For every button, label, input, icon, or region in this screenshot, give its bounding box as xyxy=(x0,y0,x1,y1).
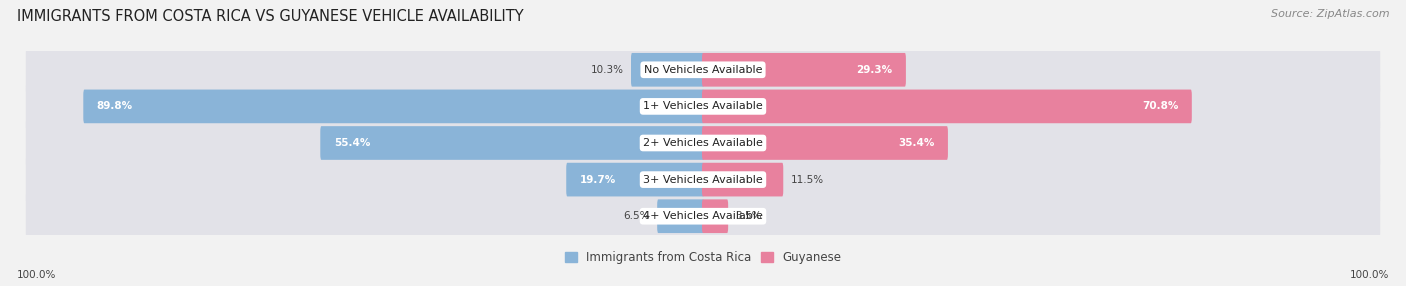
Text: IMMIGRANTS FROM COSTA RICA VS GUYANESE VEHICLE AVAILABILITY: IMMIGRANTS FROM COSTA RICA VS GUYANESE V… xyxy=(17,9,523,23)
Text: 3+ Vehicles Available: 3+ Vehicles Available xyxy=(643,175,763,184)
Text: No Vehicles Available: No Vehicles Available xyxy=(644,65,762,75)
Text: 19.7%: 19.7% xyxy=(579,175,616,184)
FancyBboxPatch shape xyxy=(25,189,1381,243)
Text: 10.3%: 10.3% xyxy=(591,65,624,75)
Text: 29.3%: 29.3% xyxy=(856,65,893,75)
Text: 35.4%: 35.4% xyxy=(898,138,935,148)
Text: 100.0%: 100.0% xyxy=(17,270,56,280)
FancyBboxPatch shape xyxy=(631,53,704,87)
FancyBboxPatch shape xyxy=(25,116,1381,170)
FancyBboxPatch shape xyxy=(321,126,704,160)
FancyBboxPatch shape xyxy=(702,90,1192,123)
Legend: Immigrants from Costa Rica, Guyanese: Immigrants from Costa Rica, Guyanese xyxy=(560,247,846,269)
FancyBboxPatch shape xyxy=(702,199,728,233)
Text: 55.4%: 55.4% xyxy=(333,138,370,148)
FancyBboxPatch shape xyxy=(702,53,905,87)
Text: 4+ Vehicles Available: 4+ Vehicles Available xyxy=(643,211,763,221)
FancyBboxPatch shape xyxy=(567,163,704,196)
FancyBboxPatch shape xyxy=(25,152,1381,207)
Text: 6.5%: 6.5% xyxy=(623,211,650,221)
FancyBboxPatch shape xyxy=(25,79,1381,134)
Text: 2+ Vehicles Available: 2+ Vehicles Available xyxy=(643,138,763,148)
Text: Source: ZipAtlas.com: Source: ZipAtlas.com xyxy=(1271,9,1389,19)
FancyBboxPatch shape xyxy=(83,90,704,123)
FancyBboxPatch shape xyxy=(702,126,948,160)
FancyBboxPatch shape xyxy=(702,163,783,196)
Text: 11.5%: 11.5% xyxy=(790,175,824,184)
Text: 3.5%: 3.5% xyxy=(735,211,762,221)
Text: 100.0%: 100.0% xyxy=(1350,270,1389,280)
Text: 1+ Vehicles Available: 1+ Vehicles Available xyxy=(643,102,763,111)
FancyBboxPatch shape xyxy=(657,199,704,233)
FancyBboxPatch shape xyxy=(25,43,1381,97)
Text: 70.8%: 70.8% xyxy=(1142,102,1178,111)
Text: 89.8%: 89.8% xyxy=(97,102,132,111)
